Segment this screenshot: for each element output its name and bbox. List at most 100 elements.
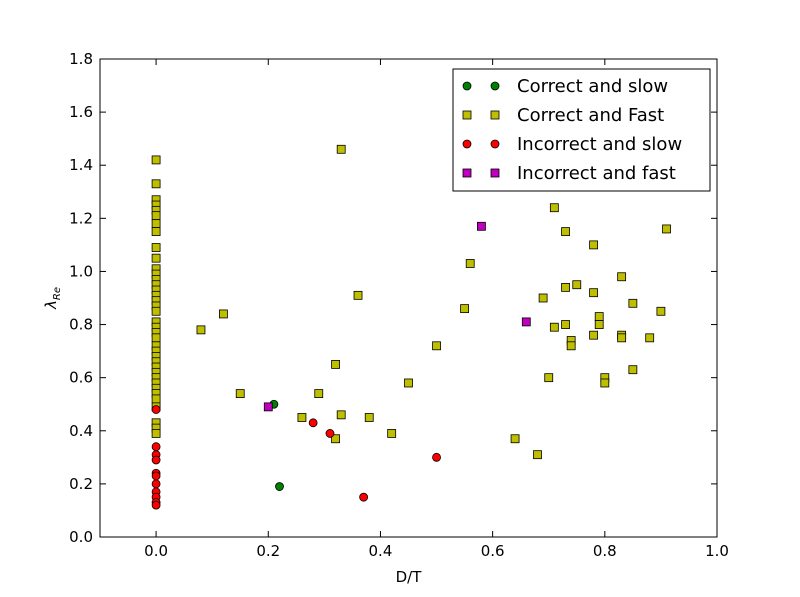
series-3 — [263, 221, 531, 412]
data-point — [589, 288, 598, 298]
data-point — [533, 450, 542, 460]
data-point — [617, 333, 627, 343]
y-tick-label: 0.4 — [69, 422, 93, 440]
legend-label: Incorrect and slow — [517, 134, 682, 155]
legend-marker — [462, 139, 472, 149]
data-point — [151, 155, 161, 165]
data-point — [432, 341, 441, 351]
data-point — [331, 359, 340, 369]
legend-marker — [462, 81, 472, 91]
data-point — [521, 317, 531, 327]
x-tick-label: 0.4 — [369, 542, 393, 560]
data-point — [218, 309, 228, 319]
data-point — [589, 240, 598, 250]
data-point — [151, 306, 161, 316]
data-point — [331, 434, 340, 444]
data-point — [151, 442, 161, 452]
data-point — [549, 203, 559, 213]
data-point — [151, 333, 161, 343]
data-point — [336, 144, 346, 154]
x-tick-label: 0.0 — [144, 542, 168, 560]
legend-marker — [490, 81, 500, 91]
data-point — [477, 221, 486, 231]
data-point — [589, 330, 598, 340]
data-point — [432, 452, 441, 462]
legend-marker — [462, 110, 472, 120]
data-point — [359, 492, 369, 502]
data-point — [151, 471, 161, 481]
legend-label: Incorrect and fast — [517, 163, 676, 184]
y-tick-label: 0.8 — [69, 316, 93, 334]
data-point — [656, 306, 666, 316]
data-point — [364, 413, 374, 422]
data-point — [549, 322, 559, 332]
data-point — [151, 455, 161, 465]
data-point — [151, 405, 161, 414]
y-tick-label: 1.8 — [69, 50, 93, 68]
data-point — [645, 333, 655, 343]
data-point — [151, 219, 161, 229]
data-point — [275, 482, 284, 491]
data-point — [151, 394, 161, 404]
y-tick-label: 1.4 — [69, 156, 93, 174]
data-point — [566, 341, 576, 351]
y-tick-label: 0.2 — [69, 475, 93, 493]
legend: Correct and slow Correct and Fast Incorrec… — [452, 68, 711, 192]
x-axis-title: D/T — [396, 568, 423, 586]
legend-label: Correct and slow — [517, 76, 668, 97]
y-tick-label: 1.6 — [69, 103, 93, 121]
axis-ticks: 0.0 0.2 0.4 0.6 0.8 1.0 0.0 0.2 0.4 0.6 0.8 1.0 1.2 1… — [69, 50, 729, 560]
y-tick-label: 1.2 — [69, 209, 93, 227]
y-tick-label: 0.6 — [69, 369, 93, 387]
data-point — [404, 378, 413, 388]
data-point — [325, 429, 335, 438]
data-point — [617, 272, 627, 282]
data-point — [151, 243, 161, 252]
x-tick-label: 1.0 — [705, 542, 729, 560]
data-point — [151, 429, 161, 438]
data-point — [561, 282, 570, 292]
legend-marker — [490, 139, 500, 149]
legend-marker — [490, 168, 500, 178]
data-point — [628, 298, 638, 308]
data-point — [662, 224, 671, 234]
data-point — [151, 500, 161, 510]
data-point — [594, 312, 604, 321]
x-tick-label: 0.2 — [256, 542, 280, 560]
data-point — [600, 378, 610, 388]
y-tick-label: 1.0 — [69, 262, 93, 280]
x-tick-label: 0.8 — [593, 542, 617, 560]
data-point — [336, 410, 346, 420]
data-point — [151, 227, 161, 237]
data-point — [544, 373, 554, 383]
data-point — [235, 389, 245, 399]
data-point — [538, 293, 548, 303]
data-point — [151, 211, 161, 221]
plot-frame — [99, 58, 718, 538]
data-point — [151, 253, 161, 263]
series-2 — [151, 405, 441, 510]
data-point — [308, 418, 318, 428]
series-1 — [151, 144, 671, 460]
y-tick-label: 0.0 — [69, 528, 93, 546]
data-point — [561, 320, 570, 329]
data-point — [353, 290, 363, 300]
data-point — [196, 325, 206, 335]
x-tick-label: 0.6 — [481, 542, 505, 560]
data-point — [314, 389, 324, 399]
data-point — [387, 429, 397, 438]
data-point — [460, 304, 469, 314]
data-marks — [151, 144, 671, 510]
data-point — [297, 413, 307, 422]
data-point — [561, 227, 570, 237]
legend-marker — [462, 168, 472, 178]
data-point — [263, 402, 273, 412]
data-point — [628, 365, 638, 375]
data-point — [572, 280, 582, 290]
legend-label: Correct and Fast — [517, 105, 664, 126]
data-point — [465, 259, 475, 268]
legend-marker — [490, 110, 500, 120]
data-point — [510, 434, 520, 444]
data-point — [594, 320, 604, 329]
